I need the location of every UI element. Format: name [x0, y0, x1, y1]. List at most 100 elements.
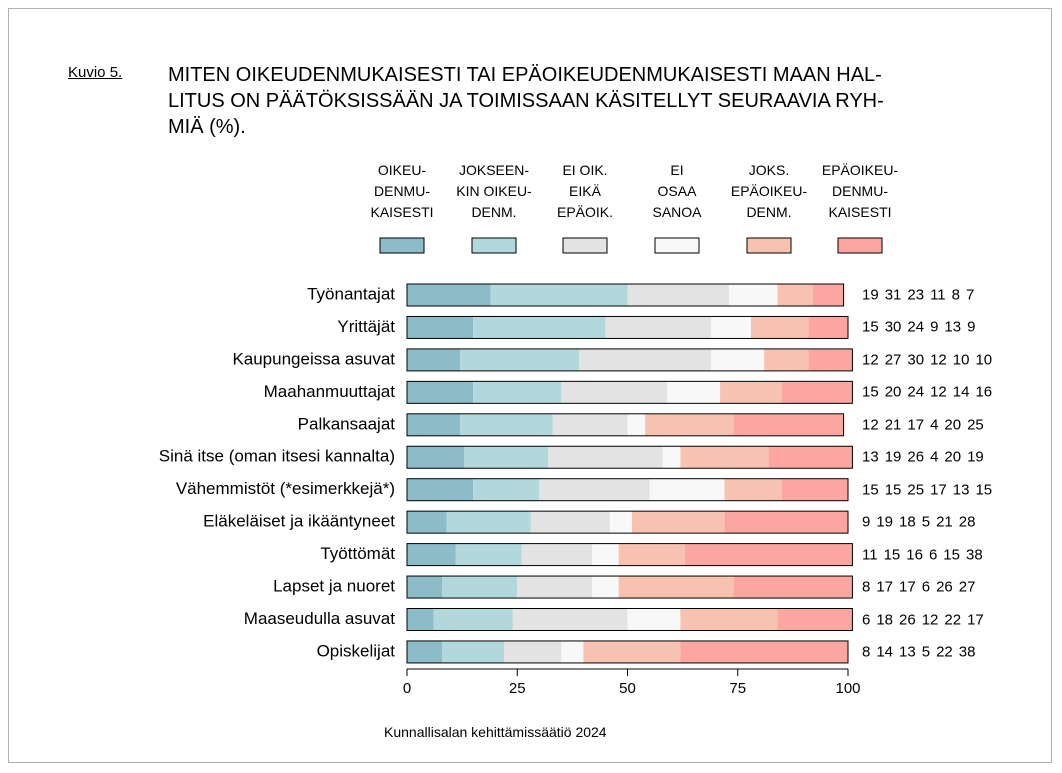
bar-segment: [711, 316, 751, 339]
value-label: 13: [944, 318, 962, 336]
bar-segment: [464, 446, 549, 469]
value-label: 5: [921, 513, 931, 531]
value-label: 16: [906, 546, 923, 564]
bar-outline: [406, 348, 853, 372]
bar-segment: [680, 640, 848, 663]
value-row: 8 14 13 5 22 38: [862, 643, 981, 660]
bar-segment: [592, 576, 619, 599]
value-label: 6: [928, 546, 938, 564]
bar-segment: [680, 446, 769, 469]
value-label: 19: [967, 448, 984, 466]
bar-segment: [407, 511, 447, 534]
bar-segment: [764, 348, 809, 371]
x-tick-label: 25: [509, 680, 526, 697]
value-row: 11 15 16 6 15 38: [862, 546, 989, 563]
bar-outline: [406, 413, 845, 437]
value-label: 14: [876, 643, 894, 661]
value-label: 15: [943, 546, 960, 564]
bar-segment: [539, 478, 650, 501]
value-label: 25: [907, 481, 925, 499]
category-label: Eläkeläiset ja ikääntyneet: [203, 512, 395, 531]
bar-segment: [473, 316, 606, 339]
value-label: 17: [899, 578, 916, 596]
category-label: Palkansaajat: [298, 414, 396, 433]
bar-segment: [561, 640, 584, 663]
value-row: 19 31 23 11 8 7: [862, 287, 980, 304]
bar-segment: [592, 543, 619, 566]
legend-swatch: [471, 237, 517, 254]
bar-segment: [781, 381, 853, 404]
bar-segment: [455, 543, 522, 566]
bar-segment: [490, 284, 628, 306]
bar-segment: [552, 413, 628, 436]
bar-segment: [618, 543, 685, 566]
bar-outline: [406, 543, 853, 567]
category-label: Vähemmistöt (*esimerkkejä*): [176, 479, 395, 498]
bar-segment: [711, 348, 765, 371]
legend-label: EPÄOIKEU- DENMU- KAISESTI: [821, 162, 899, 220]
value-label: 16: [975, 383, 993, 401]
category-label: Maaseudulla asuvat: [244, 609, 395, 628]
bar-segment: [407, 316, 474, 339]
value-label: 20: [884, 383, 902, 401]
bar-segment: [473, 381, 562, 404]
value-label: 8: [951, 286, 960, 304]
bar-segment: [627, 284, 729, 306]
value-row: 15 30 24 9 13 9: [862, 319, 981, 336]
bar-segment: [407, 576, 443, 599]
bar-segment: [578, 348, 712, 371]
value-label: 17: [930, 481, 947, 499]
legend-swatch: [746, 237, 792, 254]
value-label: 15: [975, 481, 993, 499]
value-label: 13: [899, 643, 916, 661]
value-label: 38: [958, 643, 976, 661]
bar-segment: [407, 381, 474, 404]
value-label: 4: [930, 448, 939, 466]
value-label: 15: [862, 383, 879, 401]
bar-segment: [768, 446, 853, 469]
category-label: Maahanmuuttajat: [264, 382, 396, 401]
bar-outline: [406, 283, 845, 307]
bar-segment: [684, 543, 853, 566]
value-label: 15: [883, 546, 901, 564]
value-label: 15: [884, 481, 902, 499]
value-label: 38: [965, 546, 983, 564]
bar-segment: [521, 543, 593, 566]
value-label: 6: [921, 578, 931, 596]
legend-label: JOKSEEN- KIN OIKEU- DENM.: [456, 162, 532, 220]
value-label: 30: [907, 351, 925, 369]
legend-swatch: [837, 237, 883, 254]
bar-segment: [720, 381, 782, 404]
bar-segment: [724, 511, 848, 534]
value-row: 15 20 24 12 14 16: [862, 384, 998, 401]
value-label: 7: [965, 286, 975, 304]
bar-segment: [808, 316, 848, 339]
value-label: 20: [944, 416, 962, 434]
bar-outline: [406, 478, 849, 502]
legend-swatch: [562, 237, 608, 254]
bar-outline: [406, 445, 853, 469]
value-row: 8 17 17 6 26 27: [862, 579, 981, 596]
value-label: 15: [862, 481, 879, 499]
value-row: 15 15 25 17 13 15: [862, 481, 998, 498]
x-tick-label: 100: [835, 680, 860, 697]
category-label: Sinä itse (oman itsesi kannalta): [159, 447, 395, 466]
value-label: 5: [921, 643, 931, 661]
legend-label: JOKS. EPÄOIKEU- DENM.: [730, 162, 808, 220]
category-label: Työnantajat: [307, 284, 395, 303]
value-label: 12: [921, 611, 939, 628]
bar-segment: [561, 381, 668, 404]
value-label: 18: [876, 611, 894, 628]
bar-segment: [407, 608, 434, 631]
value-label: 19: [862, 286, 879, 304]
bar-segment: [459, 348, 579, 371]
value-label: 24: [907, 383, 925, 401]
bar-segment: [618, 576, 734, 599]
bar-segment: [777, 284, 813, 306]
x-tick-label: 0: [403, 680, 411, 697]
bar-segment: [627, 608, 681, 631]
bar-segment: [808, 348, 853, 371]
value-label: 9: [862, 513, 871, 531]
bar-segment: [627, 413, 646, 436]
